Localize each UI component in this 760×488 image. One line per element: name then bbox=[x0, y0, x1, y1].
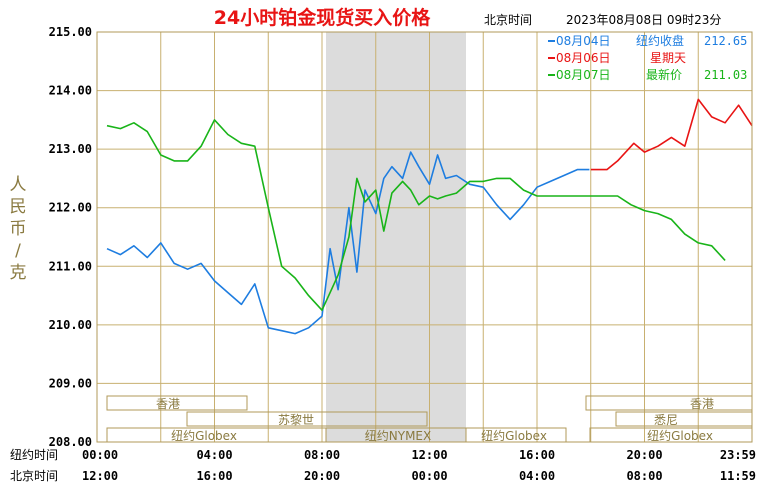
y-tick-label: 210.00 bbox=[49, 318, 92, 332]
x-tick-label: 08:00 bbox=[304, 448, 340, 462]
y-axis-label-char: 人 bbox=[10, 175, 27, 195]
y-tick-label: 209.00 bbox=[49, 376, 92, 390]
timestamp: 2023年08月08日 09时23分 bbox=[566, 13, 721, 27]
x-tick-label: 16:00 bbox=[196, 469, 232, 483]
x-tick-label: 00:00 bbox=[82, 448, 118, 462]
y-tick-label: 215.00 bbox=[49, 25, 92, 39]
chart-title: 24小时铂金现货买入价格 bbox=[214, 6, 431, 29]
x-tick-label: 00:00 bbox=[411, 469, 447, 483]
legend-label-1: 08月06日 bbox=[556, 51, 611, 65]
timezone-label: 北京时间 bbox=[484, 13, 532, 27]
legend-label-0: 08月04日 bbox=[556, 34, 611, 48]
y-tick-label: 211.00 bbox=[49, 259, 92, 273]
y-axis-label-char: / bbox=[15, 241, 21, 261]
legend-value-0: 212.65 bbox=[704, 34, 747, 48]
legend-label-2: 08月07日 bbox=[556, 68, 611, 82]
session-label-zurich: 苏黎世 bbox=[278, 413, 314, 427]
legend-note-1: 星期天 bbox=[650, 51, 686, 65]
x-tick-label: 04:00 bbox=[196, 448, 232, 462]
legend-note-2: 最新价 bbox=[646, 67, 682, 82]
x-tick-label: 20:00 bbox=[304, 469, 340, 483]
y-axis-label-char: 克 bbox=[10, 263, 27, 283]
x-tick-label: 12:00 bbox=[411, 448, 447, 462]
session-label-globex-mid: 纽约Globex bbox=[481, 428, 547, 443]
market-hours-shading bbox=[326, 32, 466, 442]
legend-value-2: 211.03 bbox=[704, 68, 747, 82]
x-tick-label: 12:00 bbox=[82, 469, 118, 483]
y-axis-label: 人民币/克 bbox=[10, 175, 27, 283]
y-tick-label: 213.00 bbox=[49, 142, 92, 156]
x-axis-rows: 纽约时间 00:00 04:00 08:00 12:00 16:00 20:00 23:59 北… bbox=[10, 447, 756, 483]
session-label-sydney: 悉尼 bbox=[654, 413, 678, 427]
x-tick-label: 16:00 bbox=[519, 448, 555, 462]
session-label-hongkong-right: 香港 bbox=[690, 397, 714, 411]
y-axis-label-char: 民 bbox=[10, 197, 27, 217]
y-axis-label-char: 币 bbox=[10, 219, 27, 239]
x-row-label: 纽约时间 bbox=[10, 447, 58, 462]
y-tick-label: 212.00 bbox=[49, 201, 92, 215]
x-tick-label: 11:59 bbox=[720, 469, 756, 483]
x-tick-label: 23:59 bbox=[720, 448, 756, 462]
session-label-nymex: 纽约NYMEX bbox=[365, 428, 431, 443]
legend-note-0: 纽约收盘 bbox=[636, 33, 684, 48]
x-tick-label: 08:00 bbox=[626, 469, 662, 483]
session-label-globex-right: 纽约Globex bbox=[647, 428, 713, 443]
x-tick-label: 20:00 bbox=[626, 448, 662, 462]
y-axis-ticks: 215.00 214.00 213.00 212.00 211.00 210.00 209.… bbox=[49, 25, 92, 449]
session-label-hongkong-left: 香港 bbox=[156, 397, 180, 411]
y-tick-label: 208.00 bbox=[49, 435, 92, 449]
y-tick-label: 214.00 bbox=[49, 84, 92, 98]
x-tick-label: 04:00 bbox=[519, 469, 555, 483]
session-label-globex-left: 纽约Globex bbox=[171, 428, 237, 443]
x-row-label: 北京时间 bbox=[10, 469, 58, 483]
